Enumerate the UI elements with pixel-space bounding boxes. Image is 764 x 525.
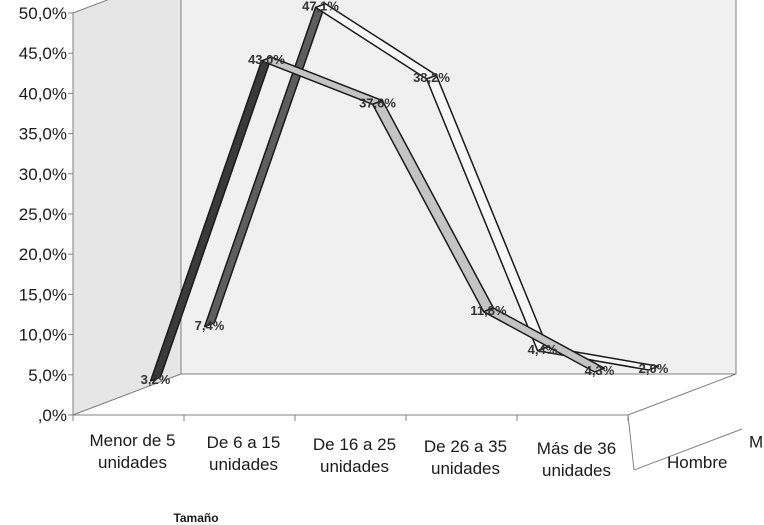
x-category-label: De 26 a 35 unidades — [424, 437, 507, 478]
y-axis-ticks: ,0% 5,0% 10,0% 15,0% 20,0% 25,0% 30,0% 35,0% 40,… — [19, 4, 73, 425]
data-label: 38,2% — [413, 70, 450, 85]
x-category-label: Más de 36 unidades — [537, 439, 616, 480]
x-category-label: Menor de 5 unidades — [90, 431, 176, 472]
data-label: 4,3% — [585, 363, 615, 378]
y-tick-label: 25,0% — [19, 205, 67, 224]
data-labels: 7,4% 47,1% 38,2% 4,4% 2,0% 3,2% 43,0% 37,6% 11,8… — [141, 0, 669, 387]
x-category-label: De 6 a 15 unidades — [207, 433, 281, 474]
data-label: 4,4% — [528, 342, 558, 357]
data-label: 7,4% — [195, 318, 225, 333]
ribbon-segment — [482, 307, 606, 373]
y-tick-label: 20,0% — [19, 245, 67, 264]
y-tick-label: ,0% — [38, 406, 67, 425]
y-tick-label: 50,0% — [19, 4, 67, 23]
floor — [72, 373, 737, 416]
data-label: 2,0% — [639, 361, 669, 376]
y-tick-label: 5,0% — [28, 366, 67, 385]
series-axis-labels: Hombre Mujer — [627, 414, 764, 472]
data-label: 37,6% — [359, 95, 396, 110]
x-category-label: De 16 a 25 unidades — [313, 435, 396, 476]
y-tick-label: 40,0% — [19, 84, 67, 103]
y-tick-label: 15,0% — [19, 285, 67, 304]
data-label: 11,8% — [470, 303, 507, 318]
depth-axis-line — [633, 428, 743, 471]
y-tick-label: 10,0% — [19, 326, 67, 345]
data-label: 3,2% — [141, 372, 171, 387]
data-label: 47,1% — [302, 0, 339, 14]
y-tick-label: 45,0% — [19, 44, 67, 63]
series-hombre-ribbon — [149, 56, 606, 382]
series-mujer-ribbon — [203, 2, 660, 371]
y-tick-label: 30,0% — [19, 165, 67, 184]
series-label-mujer: Mujer — [749, 432, 764, 451]
depth-axis-edge — [627, 414, 635, 471]
chart-walls — [72, 0, 737, 416]
data-label: 43,0% — [248, 52, 285, 67]
x-axis-categories: Menor de 5 unidades De 6 a 15 unidades De 16… — [72, 415, 629, 480]
x-axis-title: Tamaño — [173, 511, 218, 525]
y-tick-label: 35,0% — [19, 125, 67, 144]
series-label-hombre: Hombre — [667, 453, 727, 472]
